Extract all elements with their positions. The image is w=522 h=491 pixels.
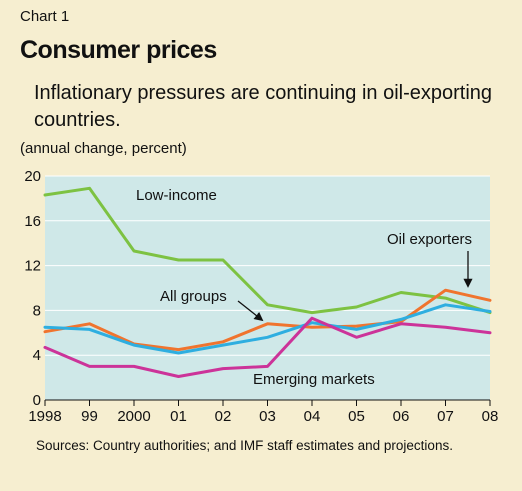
gridlines <box>45 175 490 356</box>
x-tick-label: 07 <box>437 408 454 425</box>
y-tick-label: 20 <box>24 168 41 185</box>
x-tick-label: 02 <box>215 408 232 425</box>
chart-title: Consumer prices <box>20 36 217 64</box>
y-axis-unit-label: (annual change, percent) <box>20 140 187 157</box>
x-tick-label: 04 <box>304 408 321 425</box>
y-tick-label: 0 <box>33 392 41 409</box>
x-tick-label: 06 <box>393 408 410 425</box>
chart-number-label: Chart 1 <box>20 8 70 25</box>
y-tick-label: 12 <box>24 258 41 275</box>
x-tick-label: 08 <box>482 408 499 425</box>
x-tick-label: 03 <box>259 408 276 425</box>
series-arrow-all-groups <box>237 300 264 322</box>
series-line-oil-exporters <box>43 288 492 352</box>
series-line-low-income <box>43 186 492 315</box>
y-tick-label: 16 <box>24 213 41 230</box>
series-label-low-income: Low-income <box>136 187 217 204</box>
series-label-all-groups: All groups <box>160 288 227 305</box>
source-note: Sources: Country authorities; and IMF st… <box>36 438 453 453</box>
chart-subtitle: Inflationary pressures are continuing in… <box>34 82 493 131</box>
series-label-oil-exporters: Oil exporters <box>387 231 472 248</box>
series-line-all-groups <box>43 303 492 355</box>
series-group <box>43 186 492 378</box>
plot-area <box>45 176 490 400</box>
x-tick-label: 01 <box>170 408 187 425</box>
x-tick-label: 2000 <box>117 408 150 425</box>
series-line-emerging-markets <box>43 316 492 378</box>
x-axis <box>44 399 491 406</box>
x-tick-label: 99 <box>81 408 98 425</box>
series-label-emerging-markets: Emerging markets <box>253 371 375 388</box>
series-annotations: Low-income Oil exporters All groups Emergin… <box>136 187 473 388</box>
y-tick-label: 4 <box>33 347 41 364</box>
y-tick-label: 8 <box>33 302 41 319</box>
x-tick-label: 05 <box>348 408 365 425</box>
x-tick-label: 1998 <box>28 408 61 425</box>
